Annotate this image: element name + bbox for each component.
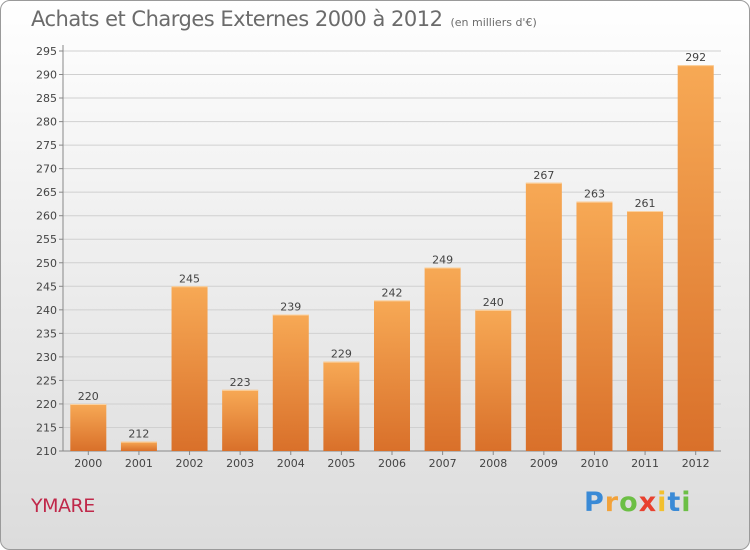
x-tick-label: 2001 — [125, 457, 153, 470]
x-tick-label: 2005 — [327, 457, 355, 470]
logo-letter: x — [638, 487, 658, 518]
y-tick-label: 255 — [36, 233, 57, 246]
y-tick-label: 250 — [36, 257, 57, 270]
chart-subtitle: (en milliers d'€) — [450, 16, 537, 29]
bar — [120, 441, 157, 451]
logo-letter: i — [681, 487, 692, 518]
x-tick-label: 2006 — [378, 457, 406, 470]
proxiti-logo: Proxiti — [584, 487, 692, 518]
chart-title: Achats et Charges Externes 2000 à 2012 (e… — [31, 7, 537, 31]
data-label: 261 — [635, 197, 656, 210]
bar — [475, 309, 512, 451]
x-tick-label: 2012 — [682, 457, 710, 470]
data-label: 245 — [179, 272, 200, 285]
data-label: 240 — [483, 296, 504, 309]
y-tick-label: 220 — [36, 398, 57, 411]
x-tick-label: 2003 — [226, 457, 254, 470]
bar — [272, 314, 309, 451]
x-tick-label: 2011 — [631, 457, 659, 470]
y-tick-label: 240 — [36, 304, 57, 317]
y-tick-label: 270 — [36, 163, 57, 176]
data-label: 220 — [78, 390, 99, 403]
y-tick-label: 275 — [36, 139, 57, 152]
x-tick-label: 2008 — [479, 457, 507, 470]
data-label: 242 — [382, 286, 403, 299]
x-tick-label: 2010 — [580, 457, 608, 470]
y-tick-label: 225 — [36, 374, 57, 387]
data-label: 239 — [280, 301, 301, 314]
bar — [677, 65, 714, 451]
data-label: 212 — [128, 428, 149, 441]
y-tick-label: 285 — [36, 92, 57, 105]
data-label: 292 — [685, 51, 706, 64]
data-label: 249 — [432, 253, 453, 266]
y-tick-label: 210 — [36, 445, 57, 458]
bar — [374, 300, 410, 451]
y-tick-label: 215 — [36, 421, 57, 434]
y-tick-label: 280 — [36, 116, 57, 129]
data-label: 223 — [230, 376, 251, 389]
title-text: Achats et Charges Externes 2000 à 2012 — [31, 7, 443, 31]
x-tick-label: 2004 — [277, 457, 305, 470]
data-label: 229 — [331, 348, 352, 361]
place-name: YMARE — [31, 495, 95, 517]
y-tick-label: 260 — [36, 210, 57, 223]
y-tick-label: 235 — [36, 327, 57, 340]
bar — [323, 361, 360, 451]
logo-letter: i — [657, 487, 668, 518]
bar — [627, 211, 664, 451]
x-tick-label: 2002 — [176, 457, 204, 470]
bar — [222, 389, 259, 451]
y-tick-label: 290 — [36, 69, 57, 82]
bar — [424, 267, 461, 451]
data-label: 263 — [584, 188, 605, 201]
logo-letter: t — [667, 487, 682, 518]
bar — [70, 403, 107, 451]
bar — [171, 286, 208, 451]
y-tick-label: 265 — [36, 186, 57, 199]
x-tick-label: 2007 — [429, 457, 457, 470]
data-label: 267 — [533, 169, 554, 182]
y-tick-label: 230 — [36, 351, 57, 364]
y-tick-label: 295 — [36, 45, 57, 58]
bar — [576, 201, 613, 451]
y-tick-label: 245 — [36, 280, 57, 293]
x-tick-label: 2009 — [530, 457, 558, 470]
x-tick-label: 2000 — [74, 457, 102, 470]
bar — [525, 182, 562, 451]
logo-letter: r — [604, 487, 620, 518]
logo-letter: P — [584, 487, 605, 518]
logo-letter: o — [619, 487, 639, 518]
